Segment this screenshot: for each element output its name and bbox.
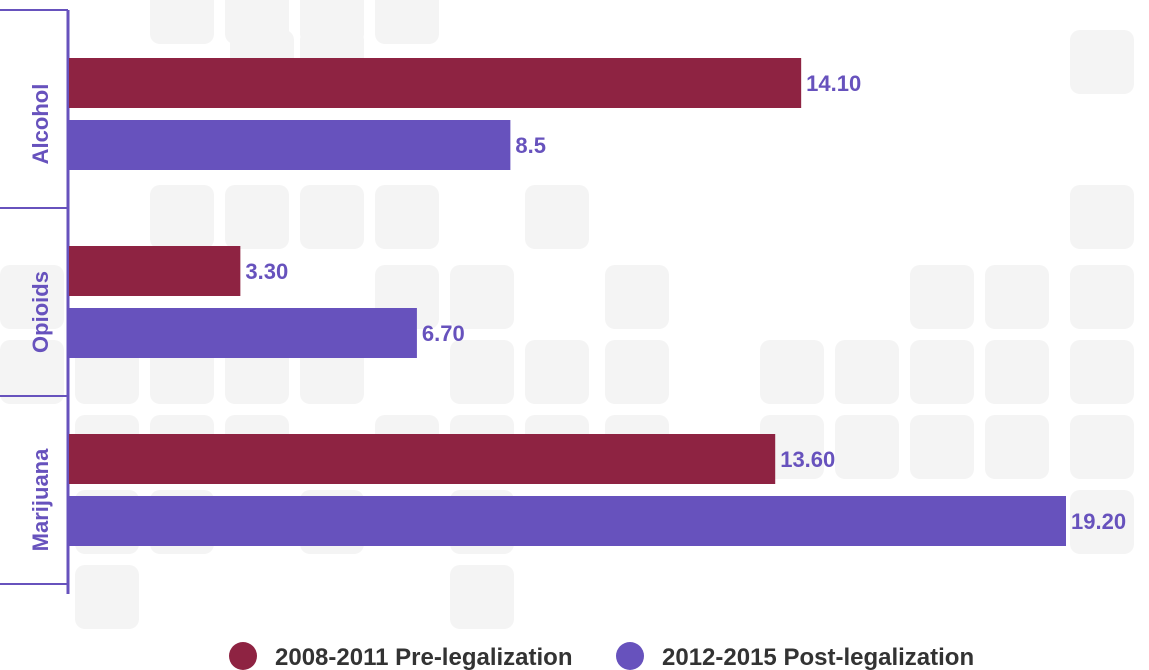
background-tile <box>225 185 289 249</box>
legend-swatch <box>616 642 644 670</box>
category-label-opioids: Opioids <box>28 271 53 353</box>
bar-opioids-post <box>69 308 417 358</box>
background-tile <box>985 340 1049 404</box>
background-tile <box>910 340 974 404</box>
bar-marijuana-post <box>69 496 1066 546</box>
background-tile <box>1070 30 1134 94</box>
data-label: 6.70 <box>422 321 465 346</box>
background-tile <box>450 265 514 329</box>
background-tile <box>760 340 824 404</box>
background-tile <box>1070 415 1134 479</box>
bar-alcohol-post <box>69 120 510 170</box>
category-labels: Alcohol Opioids Marijuana <box>28 84 53 552</box>
data-label: 13.60 <box>780 447 835 472</box>
bar-opioids-pre <box>69 246 240 296</box>
legend: 2008-2011 Pre-legalization 2012-2015 Post… <box>229 642 974 670</box>
category-label-alcohol: Alcohol <box>28 84 53 165</box>
background-tile <box>835 415 899 479</box>
background-tile <box>375 0 439 44</box>
background-tile <box>910 265 974 329</box>
data-label: 8.5 <box>515 133 546 158</box>
background-tile <box>605 265 669 329</box>
background-tile <box>450 340 514 404</box>
legend-label: 2008-2011 Pre-legalization <box>275 644 573 670</box>
bar-marijuana-pre <box>69 434 775 484</box>
background-tile <box>985 265 1049 329</box>
category-label-marijuana: Marijuana <box>28 448 53 551</box>
background-tile <box>985 415 1049 479</box>
background-tile <box>910 415 974 479</box>
background-tile <box>150 0 214 44</box>
bar-alcohol-pre <box>69 58 801 108</box>
background-tile <box>525 185 589 249</box>
legend-label: 2012-2015 Post-legalization <box>662 644 974 670</box>
background-tile <box>525 340 589 404</box>
background-tile <box>1070 185 1134 249</box>
background-tile <box>75 565 139 629</box>
data-label: 19.20 <box>1071 509 1126 534</box>
background-tile <box>835 340 899 404</box>
background-tile <box>375 185 439 249</box>
background-tile <box>1070 340 1134 404</box>
background-tile <box>605 340 669 404</box>
background-tile <box>150 185 214 249</box>
background-tile <box>1070 265 1134 329</box>
background-tile <box>300 185 364 249</box>
legend-swatch <box>229 642 257 670</box>
background-tile <box>450 565 514 629</box>
data-label: 3.30 <box>245 259 288 284</box>
data-label: 14.10 <box>806 71 861 96</box>
